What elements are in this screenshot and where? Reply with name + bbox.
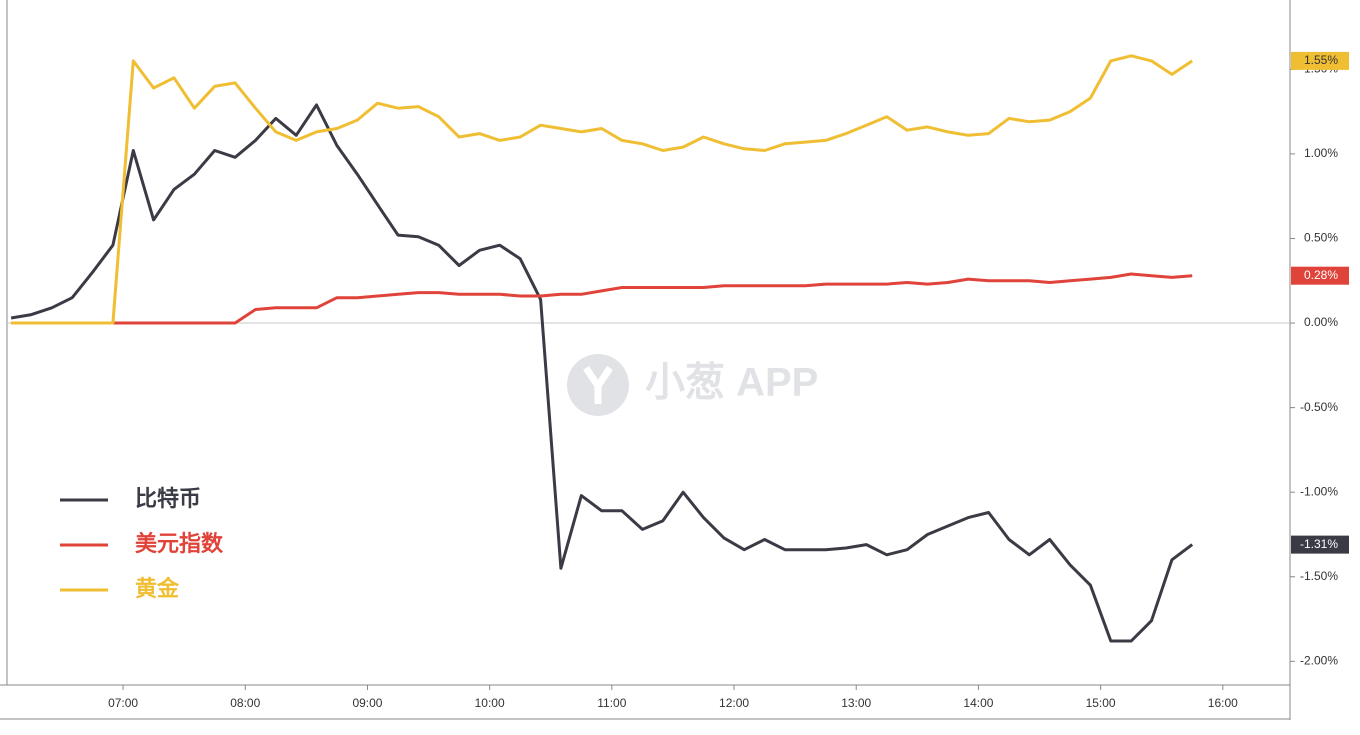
y-tick-label: 0.00% (1304, 315, 1338, 329)
y-tick-label: 0.50% (1304, 231, 1338, 245)
last-value-tag (1291, 51, 1349, 70)
x-tick-label: 08:00 (230, 696, 260, 710)
legend-label: 黄金 (135, 576, 180, 601)
x-tick-label: 12:00 (719, 696, 749, 710)
last-value-tag (1291, 535, 1349, 554)
last-value-label: 0.28% (1304, 268, 1338, 282)
series-line (10, 103, 1194, 643)
series-line (11, 54, 1194, 325)
y-tick-label: 1.00% (1304, 146, 1338, 160)
legend-label: 美元指数 (135, 531, 224, 556)
last-value-label: -1.31% (1300, 537, 1338, 551)
y-tick-label: -1.50% (1300, 569, 1338, 583)
x-tick-label: 14:00 (963, 696, 993, 710)
legend-label: 比特币 (135, 486, 201, 511)
series-line (11, 272, 1193, 325)
x-tick-label: 15:00 (1086, 696, 1116, 710)
watermark-logo-mark (583, 366, 613, 404)
y-tick-label: -0.50% (1300, 400, 1338, 414)
x-tick-label: 09:00 (352, 696, 382, 710)
last-value-tag (1291, 266, 1349, 285)
x-tick-label: 11:00 (597, 696, 626, 710)
watermark: 小葱 APP (567, 354, 818, 416)
watermark-text: 小葱 APP (645, 361, 818, 405)
x-tick-label: 16:00 (1208, 696, 1238, 710)
y-tick-label: -1.00% (1300, 484, 1338, 498)
x-tick-label: 10:00 (475, 696, 505, 710)
x-tick-label: 07:00 (108, 696, 138, 710)
x-tick-label: 13:00 (841, 696, 871, 710)
last-value-label: 1.55% (1304, 53, 1338, 67)
y-tick-label: -2.00% (1300, 653, 1338, 667)
